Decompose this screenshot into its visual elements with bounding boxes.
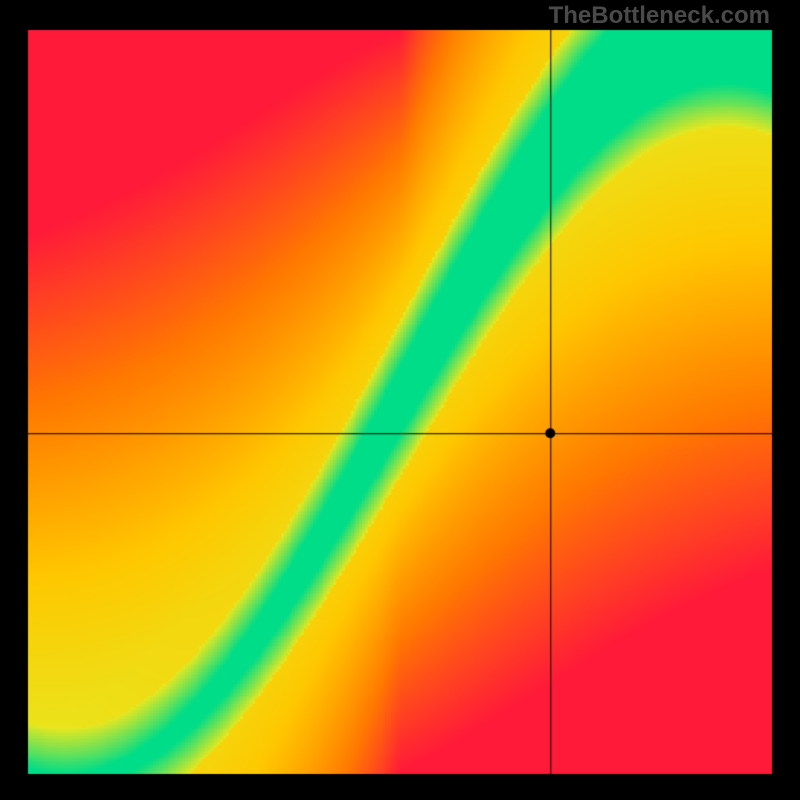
watermark-text: TheBottleneck.com [549, 2, 770, 30]
heatmap-canvas [0, 0, 800, 800]
chart-container: TheBottleneck.com [0, 0, 800, 800]
